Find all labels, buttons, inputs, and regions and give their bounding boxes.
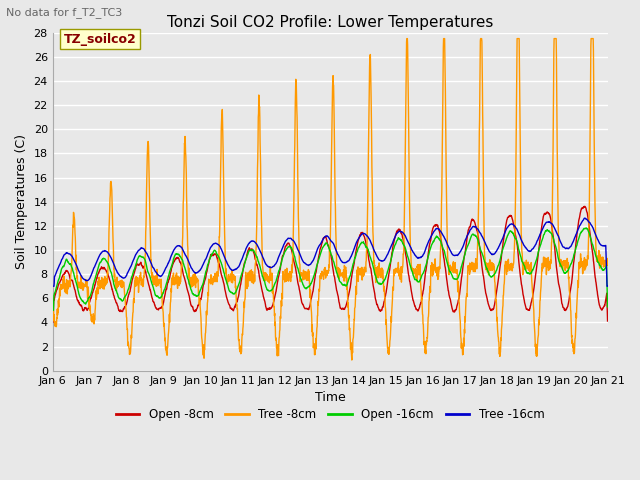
- Tree -16cm: [49, 283, 56, 289]
- Open -16cm: [346, 273, 354, 279]
- Title: Tonzi Soil CO2 Profile: Lower Temperatures: Tonzi Soil CO2 Profile: Lower Temperatur…: [167, 15, 493, 30]
- Line: Tree -16cm: Tree -16cm: [52, 218, 607, 286]
- Open -8cm: [49, 320, 56, 325]
- Open -8cm: [604, 318, 611, 324]
- Tree -8cm: [492, 298, 500, 304]
- Tree -16cm: [570, 237, 578, 243]
- Open -16cm: [555, 256, 563, 262]
- Tree -16cm: [555, 233, 563, 239]
- Tree -16cm: [581, 215, 589, 221]
- Tree -16cm: [358, 231, 366, 237]
- Open -16cm: [492, 270, 499, 276]
- Open -16cm: [204, 263, 211, 269]
- Open -8cm: [346, 286, 354, 291]
- Tree -16cm: [492, 250, 499, 256]
- Tree -8cm: [358, 269, 366, 275]
- Tree -8cm: [49, 303, 56, 309]
- Open -8cm: [570, 258, 578, 264]
- Tree -8cm: [555, 245, 563, 251]
- X-axis label: Time: Time: [315, 391, 346, 404]
- Open -16cm: [358, 240, 366, 246]
- Open -8cm: [358, 229, 366, 235]
- Tree -8cm: [346, 331, 354, 337]
- Open -8cm: [581, 204, 589, 209]
- Legend: Open -8cm, Tree -8cm, Open -16cm, Tree -16cm: Open -8cm, Tree -8cm, Open -16cm, Tree -…: [111, 403, 549, 426]
- Line: Open -8cm: Open -8cm: [52, 206, 607, 323]
- Open -16cm: [49, 308, 56, 313]
- Tree -16cm: [346, 256, 354, 262]
- Open -16cm: [570, 252, 578, 258]
- Tree -8cm: [571, 350, 579, 356]
- Tree -8cm: [403, 36, 411, 41]
- Tree -8cm: [604, 258, 611, 264]
- Line: Open -16cm: Open -16cm: [52, 228, 607, 311]
- Open -8cm: [555, 280, 563, 286]
- Open -8cm: [204, 266, 211, 272]
- Text: TZ_soilco2: TZ_soilco2: [64, 33, 136, 46]
- Line: Tree -8cm: Tree -8cm: [52, 38, 607, 360]
- Open -16cm: [582, 225, 590, 231]
- Text: No data for f_T2_TC3: No data for f_T2_TC3: [6, 7, 123, 18]
- Tree -8cm: [348, 357, 356, 363]
- Open -16cm: [604, 304, 611, 310]
- Tree -16cm: [204, 252, 211, 258]
- Tree -8cm: [204, 300, 211, 306]
- Y-axis label: Soil Temperatures (C): Soil Temperatures (C): [15, 134, 28, 269]
- Open -8cm: [492, 298, 499, 303]
- Tree -16cm: [604, 283, 611, 289]
